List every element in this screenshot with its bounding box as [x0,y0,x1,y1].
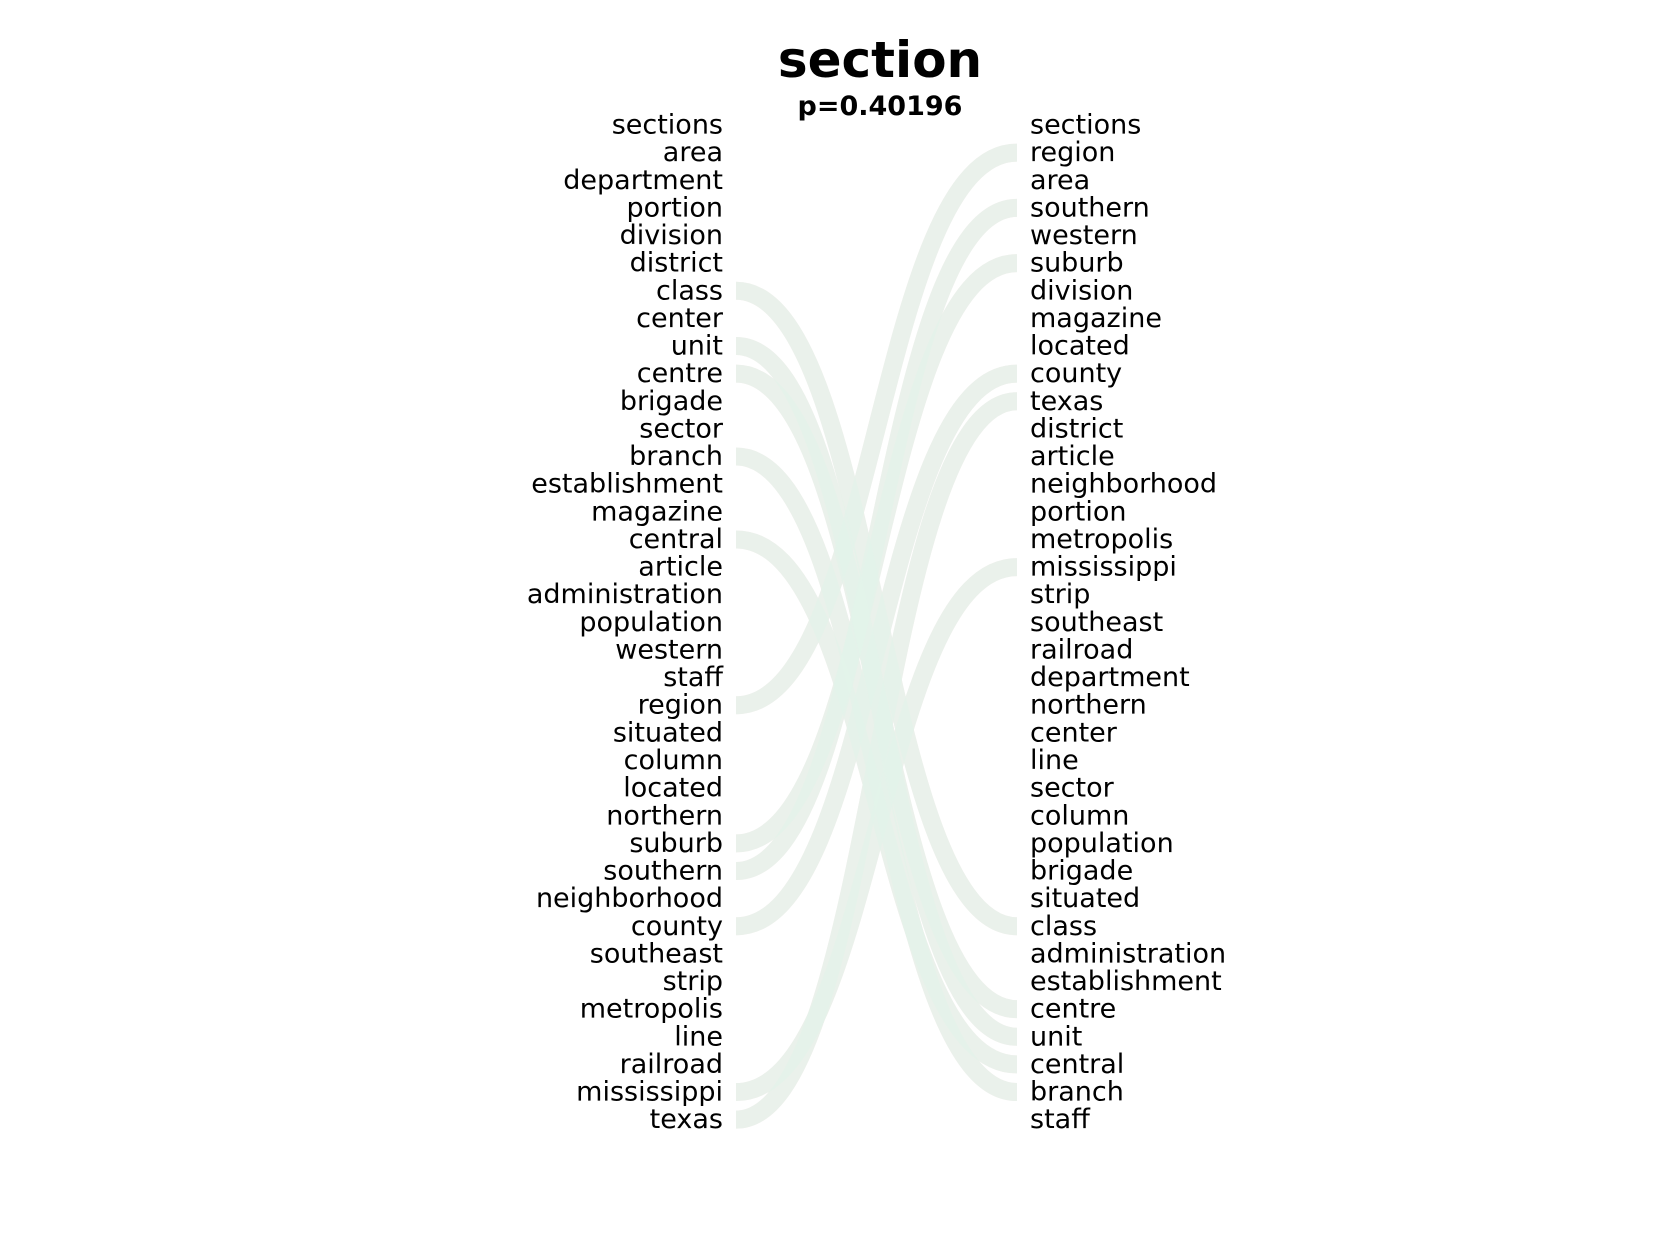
left-word-region: region [638,690,723,721]
left-word-department: department [563,165,723,196]
right-word-area: area [1030,165,1090,196]
right-word-metropolis: metropolis [1030,524,1173,555]
left-word-branch: branch [629,441,723,472]
right-word-suburb: suburb [1030,248,1124,279]
left-word-line: line [674,1021,723,1052]
left-word-strip: strip [663,966,723,997]
right-word-center: center [1030,717,1118,748]
right-word-centre: centre [1030,994,1116,1025]
left-word-unit: unit [671,331,723,362]
right-word-sector: sector [1030,773,1115,804]
left-word-metropolis: metropolis [580,994,723,1025]
right-word-western: western [1030,220,1138,251]
right-word-column: column [1030,800,1129,831]
left-word-division: division [620,220,723,251]
left-word-center: center [636,303,724,334]
left-word-list: sectionsareadepartmentportiondivisiondis… [527,110,725,1136]
right-connection-class [735,281,1018,936]
right-word-mississippi: mississippi [1030,552,1177,583]
left-word-county: county [631,911,723,942]
left-word-western: western [615,634,723,665]
left-word-southeast: southeast [590,938,723,969]
left-word-neighborhood: neighborhood [536,883,723,914]
right-word-southern: southern [1030,192,1150,223]
right-word-located: located [1030,331,1130,362]
left-word-sector: sector [639,413,724,444]
right-word-texas: texas [1030,386,1103,417]
right-connection-region [735,143,1018,715]
left-word-magazine: magazine [591,496,723,527]
left-word-staff: staff [663,662,724,693]
right-word-article: article [1030,441,1115,472]
left-word-population: population [579,607,723,638]
right-word-southeast: southeast [1030,607,1163,638]
left-word-administration: administration [527,579,723,610]
left-word-central: central [629,524,723,555]
right-word-situated: situated [1030,883,1140,914]
right-word-northern: northern [1030,690,1147,721]
right-word-administration: administration [1030,938,1226,969]
left-word-brigade: brigade [620,386,723,417]
left-word-located: located [623,773,723,804]
right-word-portion: portion [1030,496,1126,527]
left-word-article: article [638,552,723,583]
right-word-unit: unit [1030,1021,1082,1052]
diagram-title: section [777,31,983,89]
right-connection-unit [734,337,1019,1046]
left-word-class: class [656,275,723,306]
left-word-texas: texas [650,1104,723,1135]
right-word-region: region [1030,137,1115,168]
left-word-district: district [630,248,723,279]
right-word-division: division [1030,275,1133,306]
right-connection-suburb [735,254,1018,853]
left-word-column: column [624,745,723,776]
left-word-railroad: railroad [620,1049,723,1080]
right-word-sections: sections [1030,110,1141,141]
left-word-establishment: establishment [531,469,723,500]
left-word-northern: northern [606,800,723,831]
right-word-staff: staff [1030,1104,1091,1135]
connection-curves [734,143,1019,1129]
left-word-portion: portion [627,192,723,223]
right-connection-branch [735,447,1018,1102]
left-word-area: area [663,137,723,168]
right-word-neighborhood: neighborhood [1030,469,1217,500]
left-word-situated: situated [613,717,723,748]
right-word-department: department [1030,662,1190,693]
right-word-branch: branch [1030,1077,1124,1108]
left-word-mississippi: mississippi [576,1077,723,1108]
right-word-brigade: brigade [1030,856,1133,887]
left-word-suburb: suburb [629,828,723,859]
right-word-central: central [1030,1049,1124,1080]
left-word-sections: sections [612,110,723,141]
right-word-class: class [1030,911,1097,942]
right-word-county: county [1030,358,1122,389]
right-word-railroad: railroad [1030,634,1133,665]
left-word-centre: centre [637,358,723,389]
right-word-establishment: establishment [1030,966,1222,997]
right-word-magazine: magazine [1030,303,1162,334]
left-word-southern: southern [603,856,723,887]
right-word-population: population [1030,828,1174,859]
right-word-district: district [1030,413,1123,444]
right-word-list: sectionsregionareasouthernwesternsuburbd… [1030,110,1226,1136]
right-word-strip: strip [1030,579,1090,610]
diagram-subtitle: p=0.40196 [797,91,963,122]
right-word-line: line [1030,745,1079,776]
